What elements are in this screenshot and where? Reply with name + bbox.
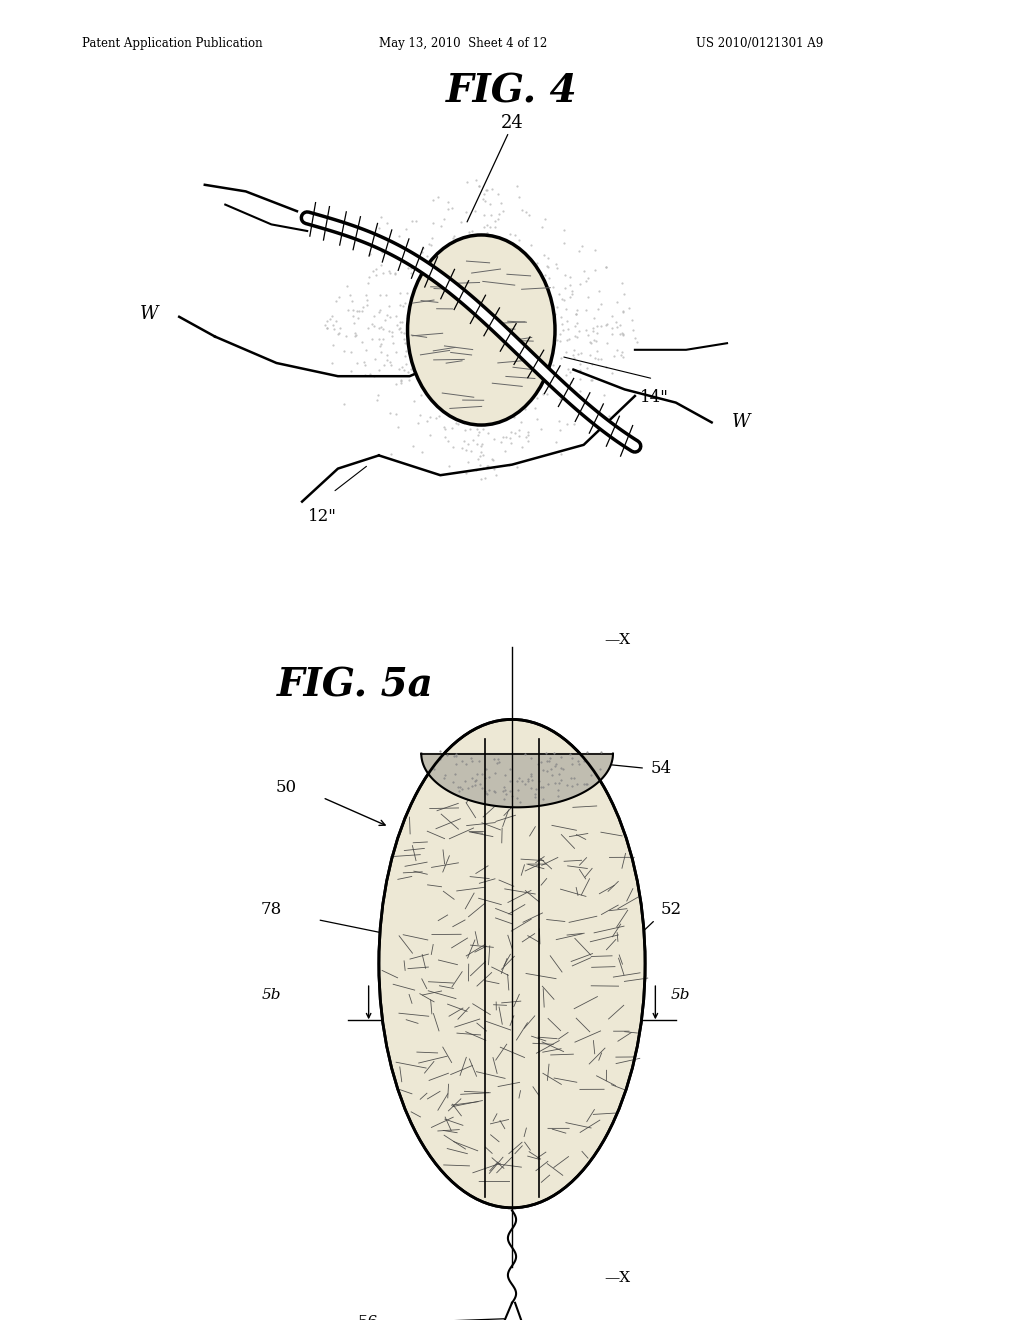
Text: May 13, 2010  Sheet 4 of 12: May 13, 2010 Sheet 4 of 12 [379, 37, 547, 50]
Text: 12": 12" [308, 508, 337, 525]
Text: FIG. 5a: FIG. 5a [276, 667, 433, 705]
Polygon shape [421, 754, 613, 808]
Text: 78: 78 [260, 902, 282, 919]
Text: W: W [732, 413, 751, 432]
Text: 54: 54 [650, 760, 672, 776]
Text: 5b: 5b [262, 989, 282, 1002]
Text: FIG. 4: FIG. 4 [446, 73, 578, 111]
Ellipse shape [379, 719, 645, 1208]
Text: 5b: 5b [671, 989, 690, 1002]
Text: 24: 24 [501, 114, 523, 132]
Text: 52: 52 [660, 902, 682, 919]
Text: —X: —X [604, 1271, 631, 1284]
Text: W: W [140, 305, 159, 323]
Text: US 2010/0121301 A9: US 2010/0121301 A9 [696, 37, 823, 50]
Text: 50: 50 [275, 779, 297, 796]
Text: —X: —X [604, 634, 631, 647]
Text: Patent Application Publication: Patent Application Publication [82, 37, 262, 50]
Text: 14": 14" [640, 389, 669, 407]
Circle shape [408, 235, 555, 425]
Text: 56: 56 [357, 1315, 379, 1320]
